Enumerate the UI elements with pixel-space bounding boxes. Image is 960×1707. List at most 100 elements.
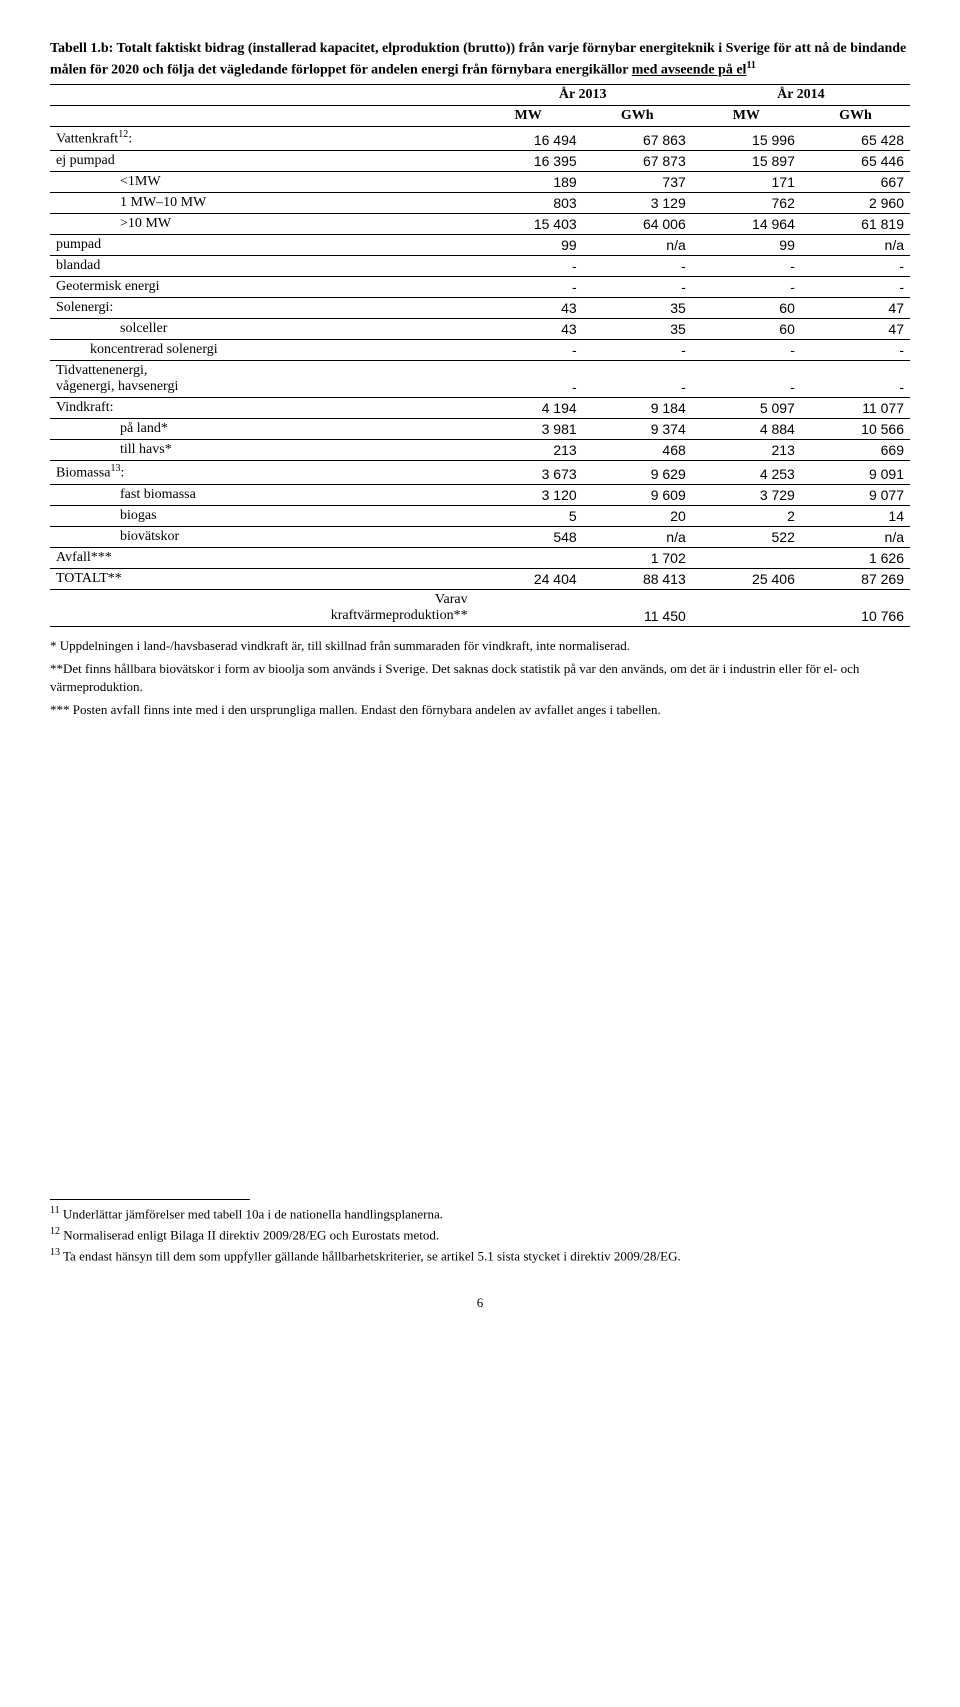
cell: 9 077 — [801, 484, 910, 505]
header-mw-1: MW — [474, 106, 583, 127]
header-mw-2: MW — [692, 106, 801, 127]
cell: 15 897 — [692, 151, 801, 172]
cell: - — [583, 256, 692, 277]
cell: 35 — [583, 298, 692, 319]
cell: 99 — [692, 235, 801, 256]
cell: 2 — [692, 505, 801, 526]
cell: 15 403 — [474, 214, 583, 235]
note-line: *** Posten avfall finns inte med i den u… — [50, 701, 910, 719]
cell: 65 428 — [801, 127, 910, 151]
row-label: solceller — [50, 319, 474, 340]
cell: 667 — [801, 172, 910, 193]
row-label: Avfall*** — [50, 547, 474, 568]
cell: 20 — [583, 505, 692, 526]
cell: 171 — [692, 172, 801, 193]
cell: - — [801, 340, 910, 361]
row-label: fast biomassa — [50, 484, 474, 505]
cell: - — [801, 256, 910, 277]
row-label: Vindkraft: — [50, 398, 474, 419]
cell: 14 964 — [692, 214, 801, 235]
row-label: <1MW — [50, 172, 474, 193]
row-label: Geotermisk energi — [50, 277, 474, 298]
cell: n/a — [583, 526, 692, 547]
cell: 1 626 — [801, 547, 910, 568]
cell: 47 — [801, 298, 910, 319]
row-label: på land* — [50, 419, 474, 440]
cell: 9 629 — [583, 461, 692, 485]
row-label: >10 MW — [50, 214, 474, 235]
cell: n/a — [801, 526, 910, 547]
cell: - — [692, 277, 801, 298]
cell: 87 269 — [801, 568, 910, 589]
footnotes-block: 11 Underlättar jämförelser med tabell 10… — [50, 1204, 910, 1265]
row-label: pumpad — [50, 235, 474, 256]
cell: 2 960 — [801, 193, 910, 214]
cell — [474, 547, 583, 568]
cell: 15 996 — [692, 127, 801, 151]
cell: - — [474, 277, 583, 298]
cell: 35 — [583, 319, 692, 340]
cell: 14 — [801, 505, 910, 526]
cell: 762 — [692, 193, 801, 214]
cell: 522 — [692, 526, 801, 547]
header-gwh-1: GWh — [583, 106, 692, 127]
cell: 737 — [583, 172, 692, 193]
page-number: 6 — [50, 1295, 910, 1311]
header-gwh-2: GWh — [801, 106, 910, 127]
cell: - — [583, 277, 692, 298]
row-label: Solenergi: — [50, 298, 474, 319]
cell: 43 — [474, 319, 583, 340]
cell: 1 702 — [583, 547, 692, 568]
footnote-line: 11 Underlättar jämförelser med tabell 10… — [50, 1204, 910, 1223]
note-line: * Uppdelningen i land-/havsbaserad vindk… — [50, 637, 910, 655]
row-label: ej pumpad — [50, 151, 474, 172]
cell: 9 609 — [583, 484, 692, 505]
cell: 3 673 — [474, 461, 583, 485]
cell: 99 — [474, 235, 583, 256]
cell — [692, 589, 801, 626]
title-underlined: med avseende på el — [632, 63, 747, 78]
row-label: biovätskor — [50, 526, 474, 547]
footnote-rule — [50, 1199, 250, 1200]
cell: - — [583, 340, 692, 361]
row-label: koncentrerad solenergi — [50, 340, 474, 361]
row-label: Varavkraftvärmeproduktion** — [50, 589, 474, 626]
cell: 43 — [474, 298, 583, 319]
title-sup: 11 — [746, 60, 755, 71]
cell: - — [692, 361, 801, 398]
cell: 4 253 — [692, 461, 801, 485]
cell: 24 404 — [474, 568, 583, 589]
cell: 64 006 — [583, 214, 692, 235]
row-label: biogas — [50, 505, 474, 526]
cell: 3 120 — [474, 484, 583, 505]
cell: 669 — [801, 440, 910, 461]
cell: 3 129 — [583, 193, 692, 214]
cell: 65 446 — [801, 151, 910, 172]
cell — [692, 547, 801, 568]
cell: 10 766 — [801, 589, 910, 626]
footnote-line: 12 Normaliserad enligt Bilaga II direkti… — [50, 1225, 910, 1244]
cell: 9 091 — [801, 461, 910, 485]
row-label: Tidvattenenergi,vågenergi, havsenergi — [50, 361, 474, 398]
cell: - — [801, 277, 910, 298]
cell: n/a — [801, 235, 910, 256]
cell: 25 406 — [692, 568, 801, 589]
cell: - — [474, 256, 583, 277]
cell: 3 981 — [474, 419, 583, 440]
cell: 5 — [474, 505, 583, 526]
cell: 67 873 — [583, 151, 692, 172]
cell: 88 413 — [583, 568, 692, 589]
cell: 213 — [692, 440, 801, 461]
cell: 468 — [583, 440, 692, 461]
footnote-line: 13 Ta endast hänsyn till dem som uppfyll… — [50, 1246, 910, 1265]
cell: 3 729 — [692, 484, 801, 505]
cell: 47 — [801, 319, 910, 340]
header-blank2 — [50, 106, 474, 127]
note-line: **Det finns hållbara biovätskor i form a… — [50, 660, 910, 695]
cell: 11 450 — [583, 589, 692, 626]
cell: 9 184 — [583, 398, 692, 419]
row-label: till havs* — [50, 440, 474, 461]
row-label: Vattenkraft12: — [50, 127, 474, 151]
row-label: blandad — [50, 256, 474, 277]
cell: 11 077 — [801, 398, 910, 419]
